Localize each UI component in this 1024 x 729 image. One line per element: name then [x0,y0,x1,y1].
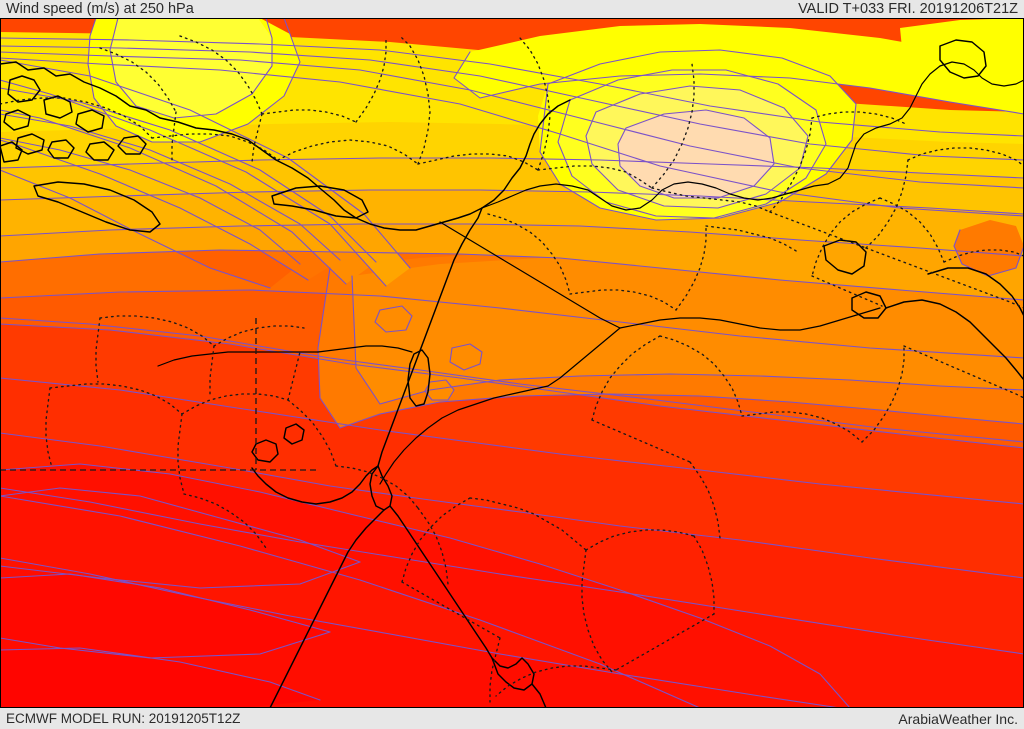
fill-yellow-right-edge [900,18,1024,72]
provider-label: ArabiaWeather Inc. [898,710,1018,727]
fill-blob-j3 [375,306,412,332]
page-title: Wind speed (m/s) at 250 hPa [6,0,194,17]
fill-jet-core [618,110,774,198]
coastlines [0,39,1024,708]
forecast-map[interactable] [0,18,1024,708]
fill-blob-j1 [450,344,482,370]
contour-lines [0,18,1024,708]
fill-orange-blob-right [954,220,1024,276]
fill-s-tongue [0,464,850,708]
fill-blob-j2 [425,380,454,400]
national-borders [0,35,1024,703]
model-run-label: ECMWF MODEL RUN: 20191205T12Z [6,710,241,726]
fill-sw-lobe-1 [0,488,360,588]
wind-speed-contour-plot [0,18,1024,708]
footer-bar: ECMWF MODEL RUN: 20191205T12Z ArabiaWeat… [0,708,1024,729]
valid-time-label: VALID T+033 FRI. 20191206T21Z [798,0,1018,17]
header-bar: Wind speed (m/s) at 250 hPa VALID T+033 … [0,0,1024,18]
fill-sw-lobe-3 [0,648,320,708]
fill-sw-lobe-2 [0,574,330,658]
